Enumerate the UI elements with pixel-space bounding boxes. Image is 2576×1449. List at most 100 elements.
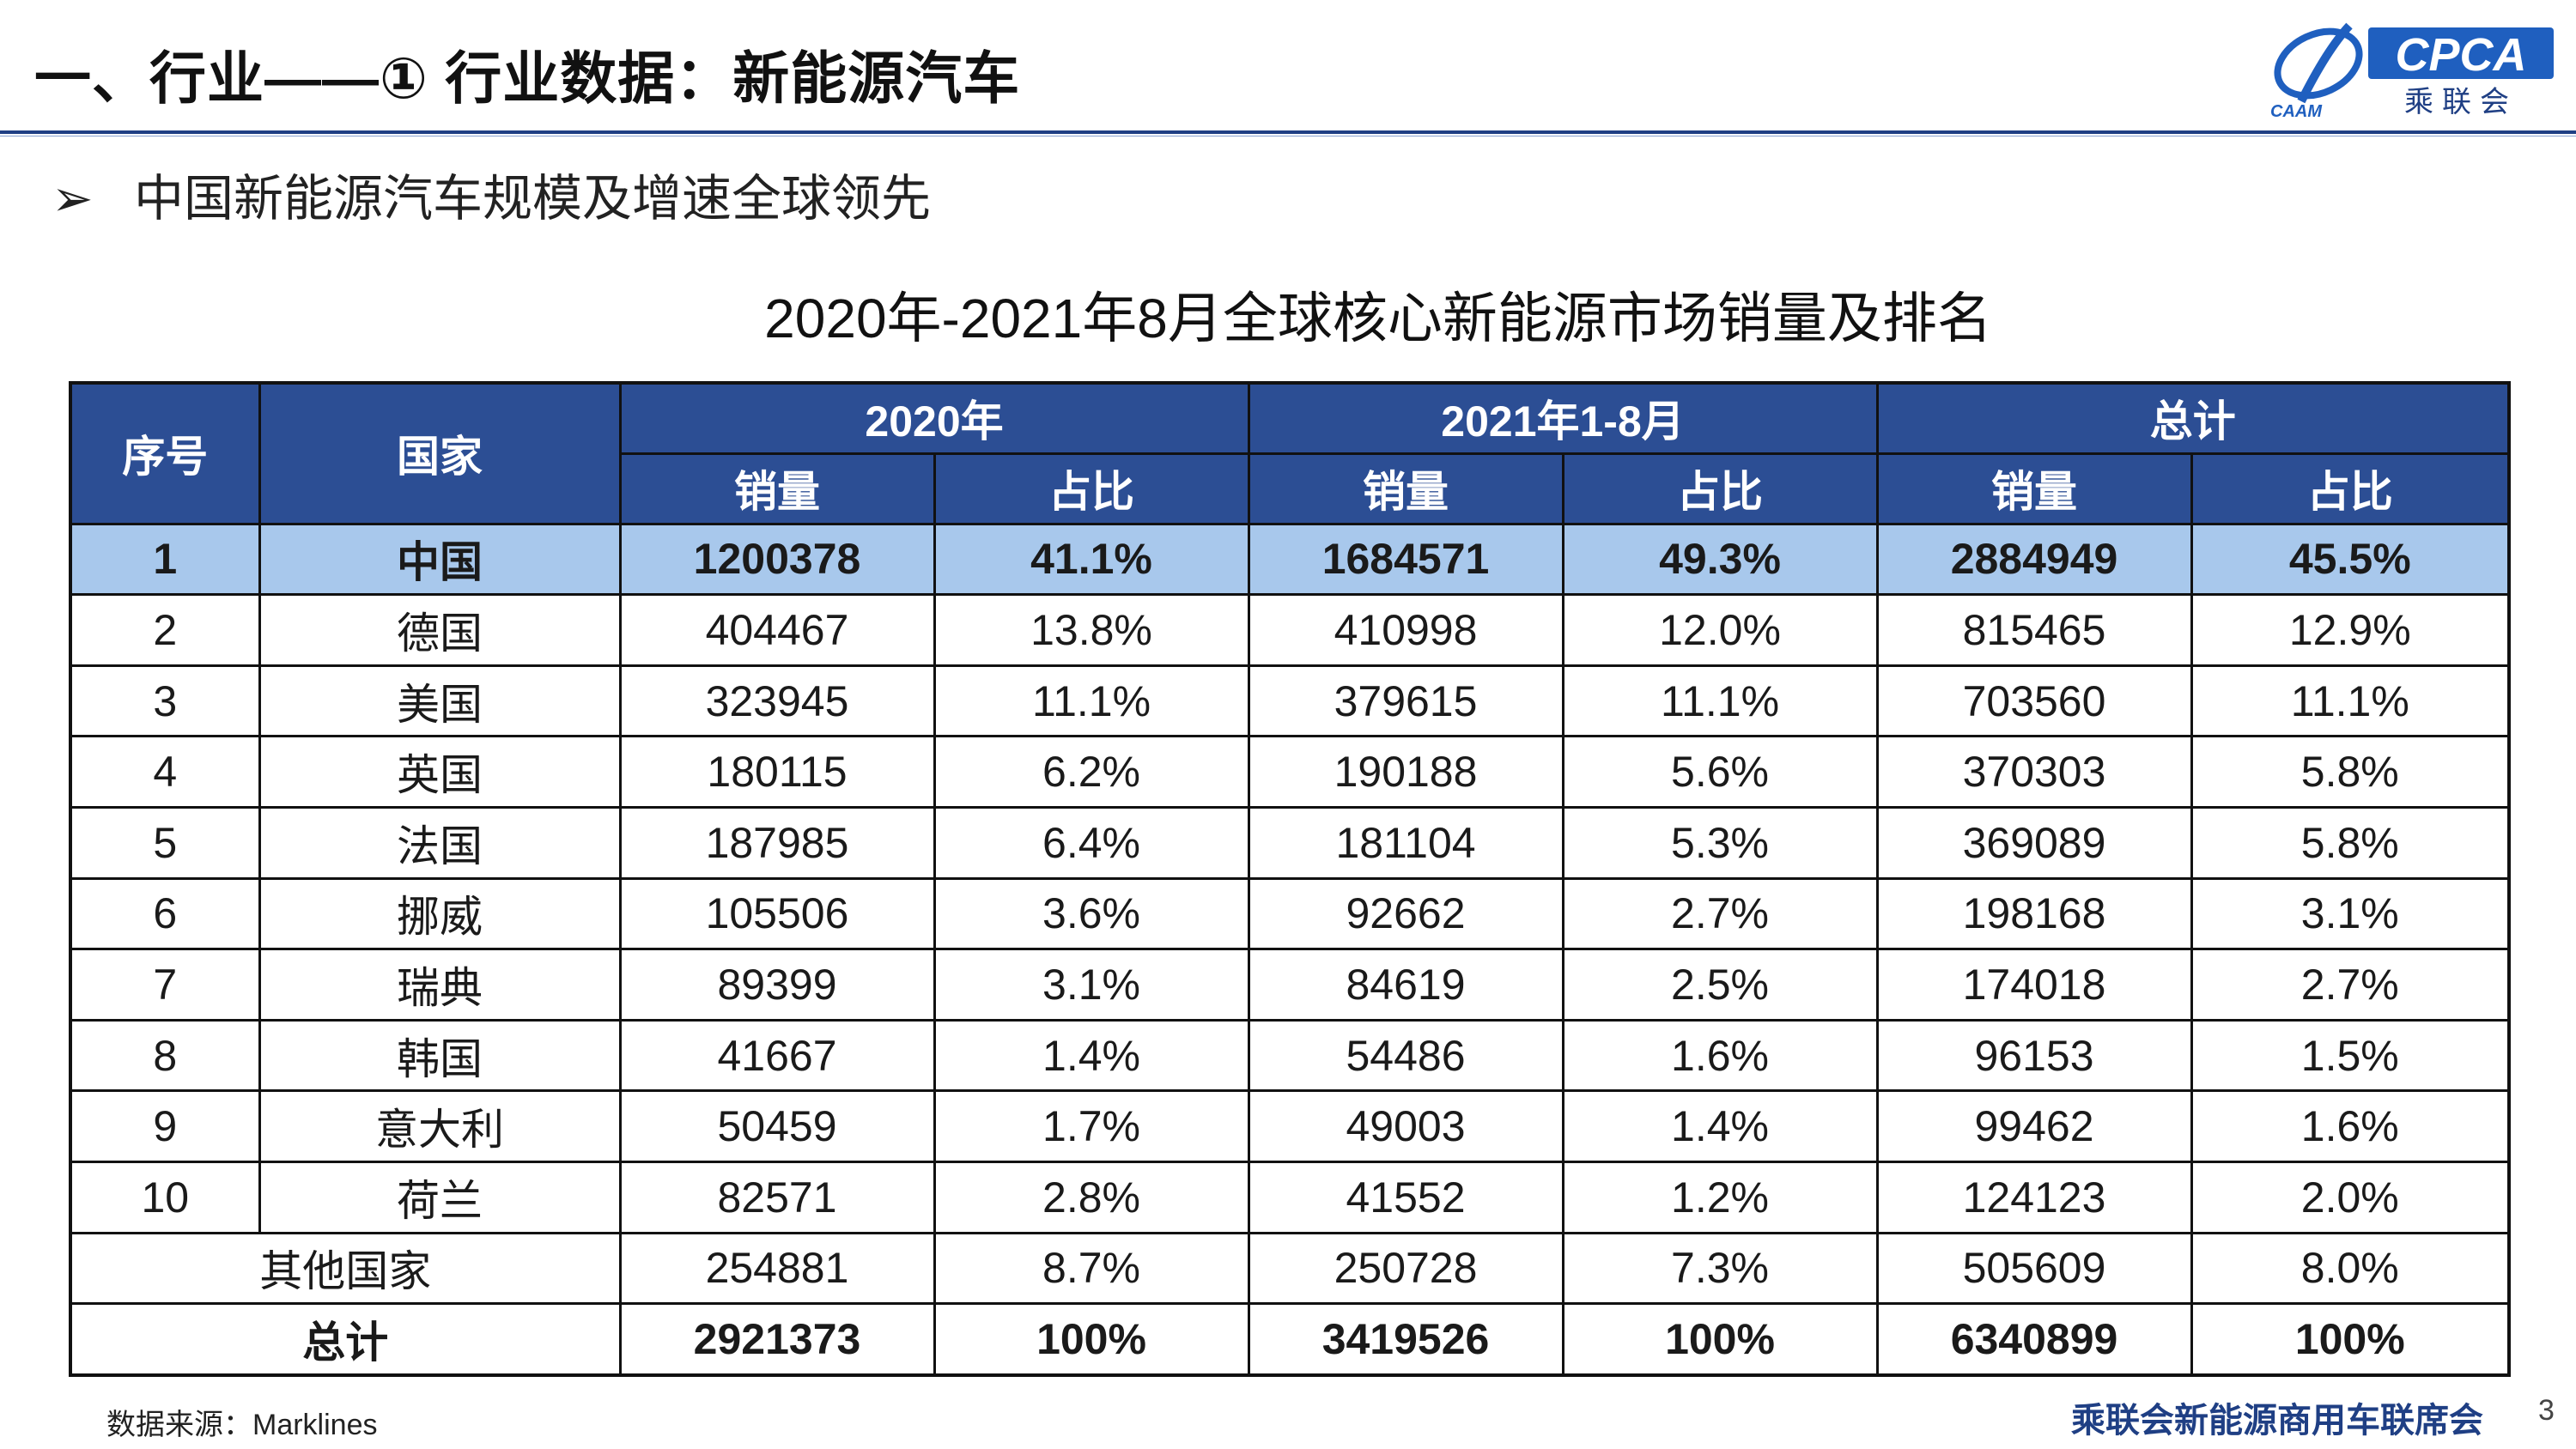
sales-total-cell: 99462: [1875, 1089, 2193, 1163]
country-cell: 意大利: [258, 1089, 622, 1163]
share-2020-cell: 8.7%: [933, 1231, 1250, 1306]
header-2021-share: 占比: [1561, 452, 1879, 525]
sales-2021-cell: 250728: [1247, 1231, 1564, 1306]
arrow-bullet-icon: ➢: [52, 171, 94, 227]
sales-2020-cell: 50459: [618, 1089, 936, 1163]
header-2020-sales: 销量: [618, 452, 936, 525]
header-total-share: 占比: [2190, 452, 2511, 525]
header-2021: 2021年1-8月: [1247, 381, 1879, 455]
sales-total-cell: 815465: [1875, 593, 2193, 667]
share-2020-cell: 100%: [933, 1302, 1250, 1377]
header-2021-sales: 销量: [1247, 452, 1564, 525]
sales-2021-cell: 84619: [1247, 948, 1564, 1022]
share-2020-cell: 11.1%: [933, 664, 1250, 738]
sales-total-cell: 124123: [1875, 1160, 2193, 1234]
table-row: 2 德国 404467 13.8% 410998 12.0% 815465 12…: [69, 593, 2511, 667]
share-total-cell: 2.0%: [2190, 1160, 2511, 1234]
data-source: 数据来源：Marklines: [106, 1409, 378, 1441]
rank-cell: 9: [69, 1089, 261, 1163]
bullet-point: ➢ 中国新能源汽车规模及增速全球领先: [52, 158, 931, 230]
share-total-cell: 8.0%: [2190, 1231, 2511, 1306]
others-row: 其他国家 254881 8.7% 250728 7.3% 505609 8.0%: [69, 1231, 2511, 1306]
share-total-cell: 1.6%: [2190, 1089, 2511, 1163]
share-2021-cell: 2.5%: [1561, 948, 1879, 1022]
header-rank: 序号: [69, 381, 261, 525]
page-number: 3: [2538, 1394, 2555, 1427]
rank-cell: 6: [69, 876, 261, 951]
share-2021-cell: 1.2%: [1561, 1160, 1879, 1234]
share-2020-cell: 1.7%: [933, 1089, 1250, 1163]
share-2021-cell: 12.0%: [1561, 593, 1879, 667]
sales-2020-cell: 82571: [618, 1160, 936, 1234]
country-cell: 韩国: [258, 1018, 622, 1093]
table-row: 5 法国 187985 6.4% 181104 5.3% 369089 5.8%: [69, 805, 2511, 880]
sales-total-cell: 198168: [1875, 876, 2193, 951]
sales-2020-cell: 254881: [618, 1231, 936, 1306]
cpca-logo: CAAM CPCA 乘联会: [2270, 22, 2554, 120]
sales-2020-cell: 105506: [618, 876, 936, 951]
table-row: 3 美国 323945 11.1% 379615 11.1% 703560 11…: [69, 664, 2511, 738]
country-cell: 美国: [258, 664, 622, 738]
rank-cell: 5: [69, 805, 261, 880]
share-2021-cell: 7.3%: [1561, 1231, 1879, 1306]
slide-title: 一、行业——① 行业数据：新能源汽车: [34, 46, 1021, 110]
share-2021-cell: 2.7%: [1561, 876, 1879, 951]
total-row: 总计 2921373 100% 3419526 100% 6340899 100…: [69, 1302, 2511, 1377]
sales-2021-cell: 3419526: [1247, 1302, 1564, 1377]
sales-ranking-table: 序号 国家 2020年 2021年1-8月 总计 销量 占比 销量 占比 销量 …: [69, 381, 2512, 1377]
share-total-cell: 11.1%: [2190, 664, 2511, 738]
sales-total-cell: 6340899: [1875, 1302, 2193, 1377]
sales-2021-cell: 410998: [1247, 593, 1564, 667]
header-2020-share: 占比: [933, 452, 1250, 525]
rank-cell: 8: [69, 1018, 261, 1093]
share-2021-cell: 1.6%: [1561, 1018, 1879, 1093]
footer-organization: 乘联会新能源商用车联席会: [2071, 1402, 2483, 1440]
svg-text:CAAM: CAAM: [2270, 102, 2323, 120]
table-row: 7 瑞典 89399 3.1% 84619 2.5% 174018 2.7%: [69, 948, 2511, 1022]
share-2021-cell: 1.4%: [1561, 1089, 1879, 1163]
sales-2020-cell: 1200378: [618, 522, 936, 597]
share-2021-cell: 100%: [1561, 1302, 1879, 1377]
country-cell: 德国: [258, 593, 622, 667]
sales-total-cell: 505609: [1875, 1231, 2193, 1306]
others-label: 其他国家: [69, 1231, 622, 1306]
share-total-cell: 5.8%: [2190, 805, 2511, 880]
share-total-cell: 2.7%: [2190, 948, 2511, 1022]
rank-cell: 4: [69, 735, 261, 809]
sales-2020-cell: 2921373: [618, 1302, 936, 1377]
sales-2021-cell: 49003: [1247, 1089, 1564, 1163]
sales-2020-cell: 180115: [618, 735, 936, 809]
country-cell: 挪威: [258, 876, 622, 951]
rank-cell: 1: [69, 522, 261, 597]
sales-total-cell: 96153: [1875, 1018, 2193, 1093]
header-total: 总计: [1875, 381, 2511, 455]
sales-2021-cell: 92662: [1247, 876, 1564, 951]
table-row: 1 中国 1200378 41.1% 1684571 49.3% 2884949…: [69, 522, 2511, 597]
sales-2021-cell: 190188: [1247, 735, 1564, 809]
header-2020: 2020年: [618, 381, 1250, 455]
share-2020-cell: 1.4%: [933, 1018, 1250, 1093]
sales-2021-cell: 181104: [1247, 805, 1564, 880]
sales-total-cell: 369089: [1875, 805, 2193, 880]
sales-2021-cell: 54486: [1247, 1018, 1564, 1093]
share-2020-cell: 2.8%: [933, 1160, 1250, 1234]
sales-total-cell: 174018: [1875, 948, 2193, 1022]
country-cell: 英国: [258, 735, 622, 809]
table-title: 2020年-2021年8月全球核心新能源市场销量及排名: [764, 288, 1992, 349]
share-2020-cell: 41.1%: [933, 522, 1250, 597]
share-total-cell: 45.5%: [2190, 522, 2511, 597]
share-2020-cell: 6.2%: [933, 735, 1250, 809]
share-2020-cell: 3.1%: [933, 948, 1250, 1022]
share-2020-cell: 13.8%: [933, 593, 1250, 667]
header-country: 国家: [258, 381, 622, 525]
rank-cell: 3: [69, 664, 261, 738]
total-label: 总计: [69, 1302, 622, 1377]
sales-2021-cell: 1684571: [1247, 522, 1564, 597]
country-cell: 荷兰: [258, 1160, 622, 1234]
sales-total-cell: 2884949: [1875, 522, 2193, 597]
table-row: 4 英国 180115 6.2% 190188 5.6% 370303 5.8%: [69, 735, 2511, 809]
share-2021-cell: 11.1%: [1561, 664, 1879, 738]
sales-2020-cell: 323945: [618, 664, 936, 738]
sales-total-cell: 703560: [1875, 664, 2193, 738]
rank-cell: 10: [69, 1160, 261, 1234]
